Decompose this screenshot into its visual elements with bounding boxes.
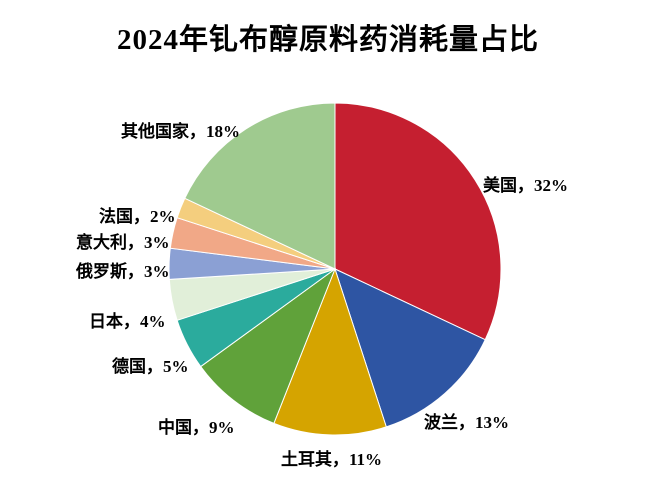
slice-label-turkey: 土耳其，11% xyxy=(281,450,383,469)
pie-slice-poland xyxy=(334,268,486,428)
pie-slice-us xyxy=(334,102,502,341)
slice-label-other: 其他国家，18% xyxy=(121,122,240,141)
slice-label-russia: 俄罗斯，3% xyxy=(76,262,170,281)
chart-title: 2024年钆布醇原料药消耗量占比 xyxy=(116,24,539,56)
pie-slice-china xyxy=(200,267,337,424)
slice-label-france: 法国，2% xyxy=(99,207,176,226)
slice-label-china: 中国，9% xyxy=(158,418,235,437)
slice-label-germany: 德国，5% xyxy=(112,357,189,376)
slice-label-poland: 波兰，13% xyxy=(424,413,509,432)
slice-label-japan: 日本，4% xyxy=(89,312,166,331)
slice-label-us: 美国，32% xyxy=(483,176,568,195)
pie-slice-turkey xyxy=(273,267,387,436)
slice-label-italy: 意大利，3% xyxy=(76,233,170,252)
pie-slice-other xyxy=(184,102,336,270)
